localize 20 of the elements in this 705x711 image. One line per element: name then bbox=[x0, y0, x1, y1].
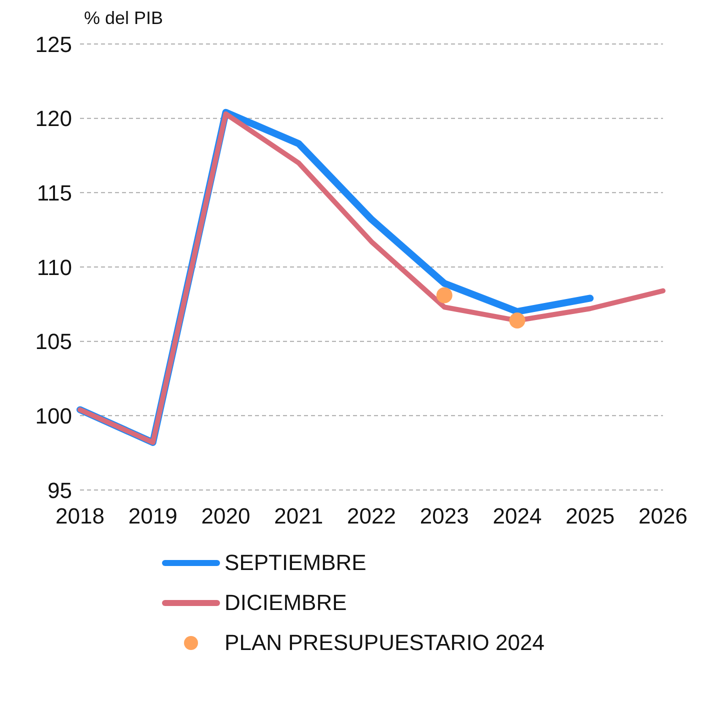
x-tick-label: 2022 bbox=[347, 504, 396, 529]
x-tick-label: 2025 bbox=[566, 504, 615, 529]
legend-label: PLAN PRESUPUESTARIO 2024 bbox=[224, 630, 544, 656]
x-tick-label: 2018 bbox=[56, 504, 104, 529]
legend-label: SEPTIEMBRE bbox=[224, 550, 366, 576]
y-tick-label: 105 bbox=[35, 329, 72, 354]
x-tick-label: 2021 bbox=[274, 504, 324, 529]
y-tick-label: 115 bbox=[36, 180, 72, 206]
y-tick-label: 120 bbox=[35, 106, 72, 132]
y-tick-label: 100 bbox=[35, 403, 72, 428]
y-tick-label: 95 bbox=[48, 478, 72, 503]
y-axis-title: % del PIB bbox=[84, 8, 164, 30]
x-tick-label: 2019 bbox=[128, 504, 178, 529]
x-tick-label: 2020 bbox=[201, 504, 250, 529]
y-tick-label: 125 bbox=[35, 32, 72, 57]
x-tick-label: 2023 bbox=[420, 504, 469, 529]
x-tick-label: 2024 bbox=[492, 504, 542, 529]
legend-label: DICIEMBRE bbox=[224, 590, 347, 616]
y-tick-label: 110 bbox=[36, 254, 72, 280]
x-tick-label: 2026 bbox=[638, 504, 688, 529]
